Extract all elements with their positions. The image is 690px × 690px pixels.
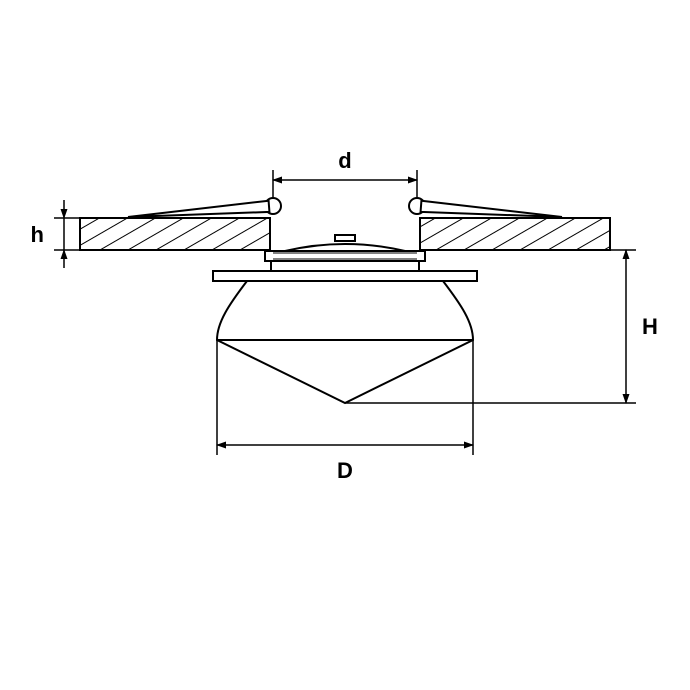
fixture-cap-tab: [335, 235, 355, 241]
ceiling-panel-right: [420, 218, 610, 250]
fixture-flange: [213, 271, 477, 281]
clip-left-arm: [128, 201, 269, 217]
dim-D-label: D: [337, 458, 353, 483]
fixture-neck: [271, 261, 419, 271]
geometry-layer: [80, 198, 610, 403]
dim-H-label: H: [642, 314, 658, 339]
fixture-cap: [285, 244, 405, 251]
clip-right-arm: [421, 201, 562, 217]
ceiling-panel-left: [80, 218, 270, 250]
dimension-drawing: d h H D: [0, 0, 690, 690]
fixture-body: [217, 281, 473, 403]
dim-d-label: d: [338, 148, 351, 173]
dim-h-label: h: [31, 222, 44, 247]
